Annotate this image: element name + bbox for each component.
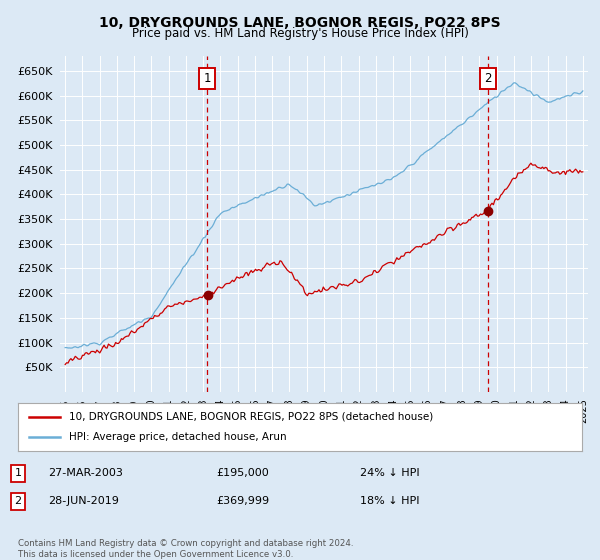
Text: £369,999: £369,999 <box>216 496 269 506</box>
Text: HPI: Average price, detached house, Arun: HPI: Average price, detached house, Arun <box>69 432 286 442</box>
Text: Contains HM Land Registry data © Crown copyright and database right 2024.
This d: Contains HM Land Registry data © Crown c… <box>18 539 353 559</box>
Text: 2: 2 <box>14 496 22 506</box>
Text: 24% ↓ HPI: 24% ↓ HPI <box>360 468 419 478</box>
Text: £195,000: £195,000 <box>216 468 269 478</box>
Text: 18% ↓ HPI: 18% ↓ HPI <box>360 496 419 506</box>
Text: 1: 1 <box>14 468 22 478</box>
Text: 10, DRYGROUNDS LANE, BOGNOR REGIS, PO22 8PS: 10, DRYGROUNDS LANE, BOGNOR REGIS, PO22 … <box>99 16 501 30</box>
Text: 1: 1 <box>203 72 211 85</box>
Text: 10, DRYGROUNDS LANE, BOGNOR REGIS, PO22 8PS (detached house): 10, DRYGROUNDS LANE, BOGNOR REGIS, PO22 … <box>69 412 433 422</box>
Text: Price paid vs. HM Land Registry's House Price Index (HPI): Price paid vs. HM Land Registry's House … <box>131 27 469 40</box>
Text: 28-JUN-2019: 28-JUN-2019 <box>48 496 119 506</box>
Text: 27-MAR-2003: 27-MAR-2003 <box>48 468 123 478</box>
Text: 2: 2 <box>484 72 491 85</box>
